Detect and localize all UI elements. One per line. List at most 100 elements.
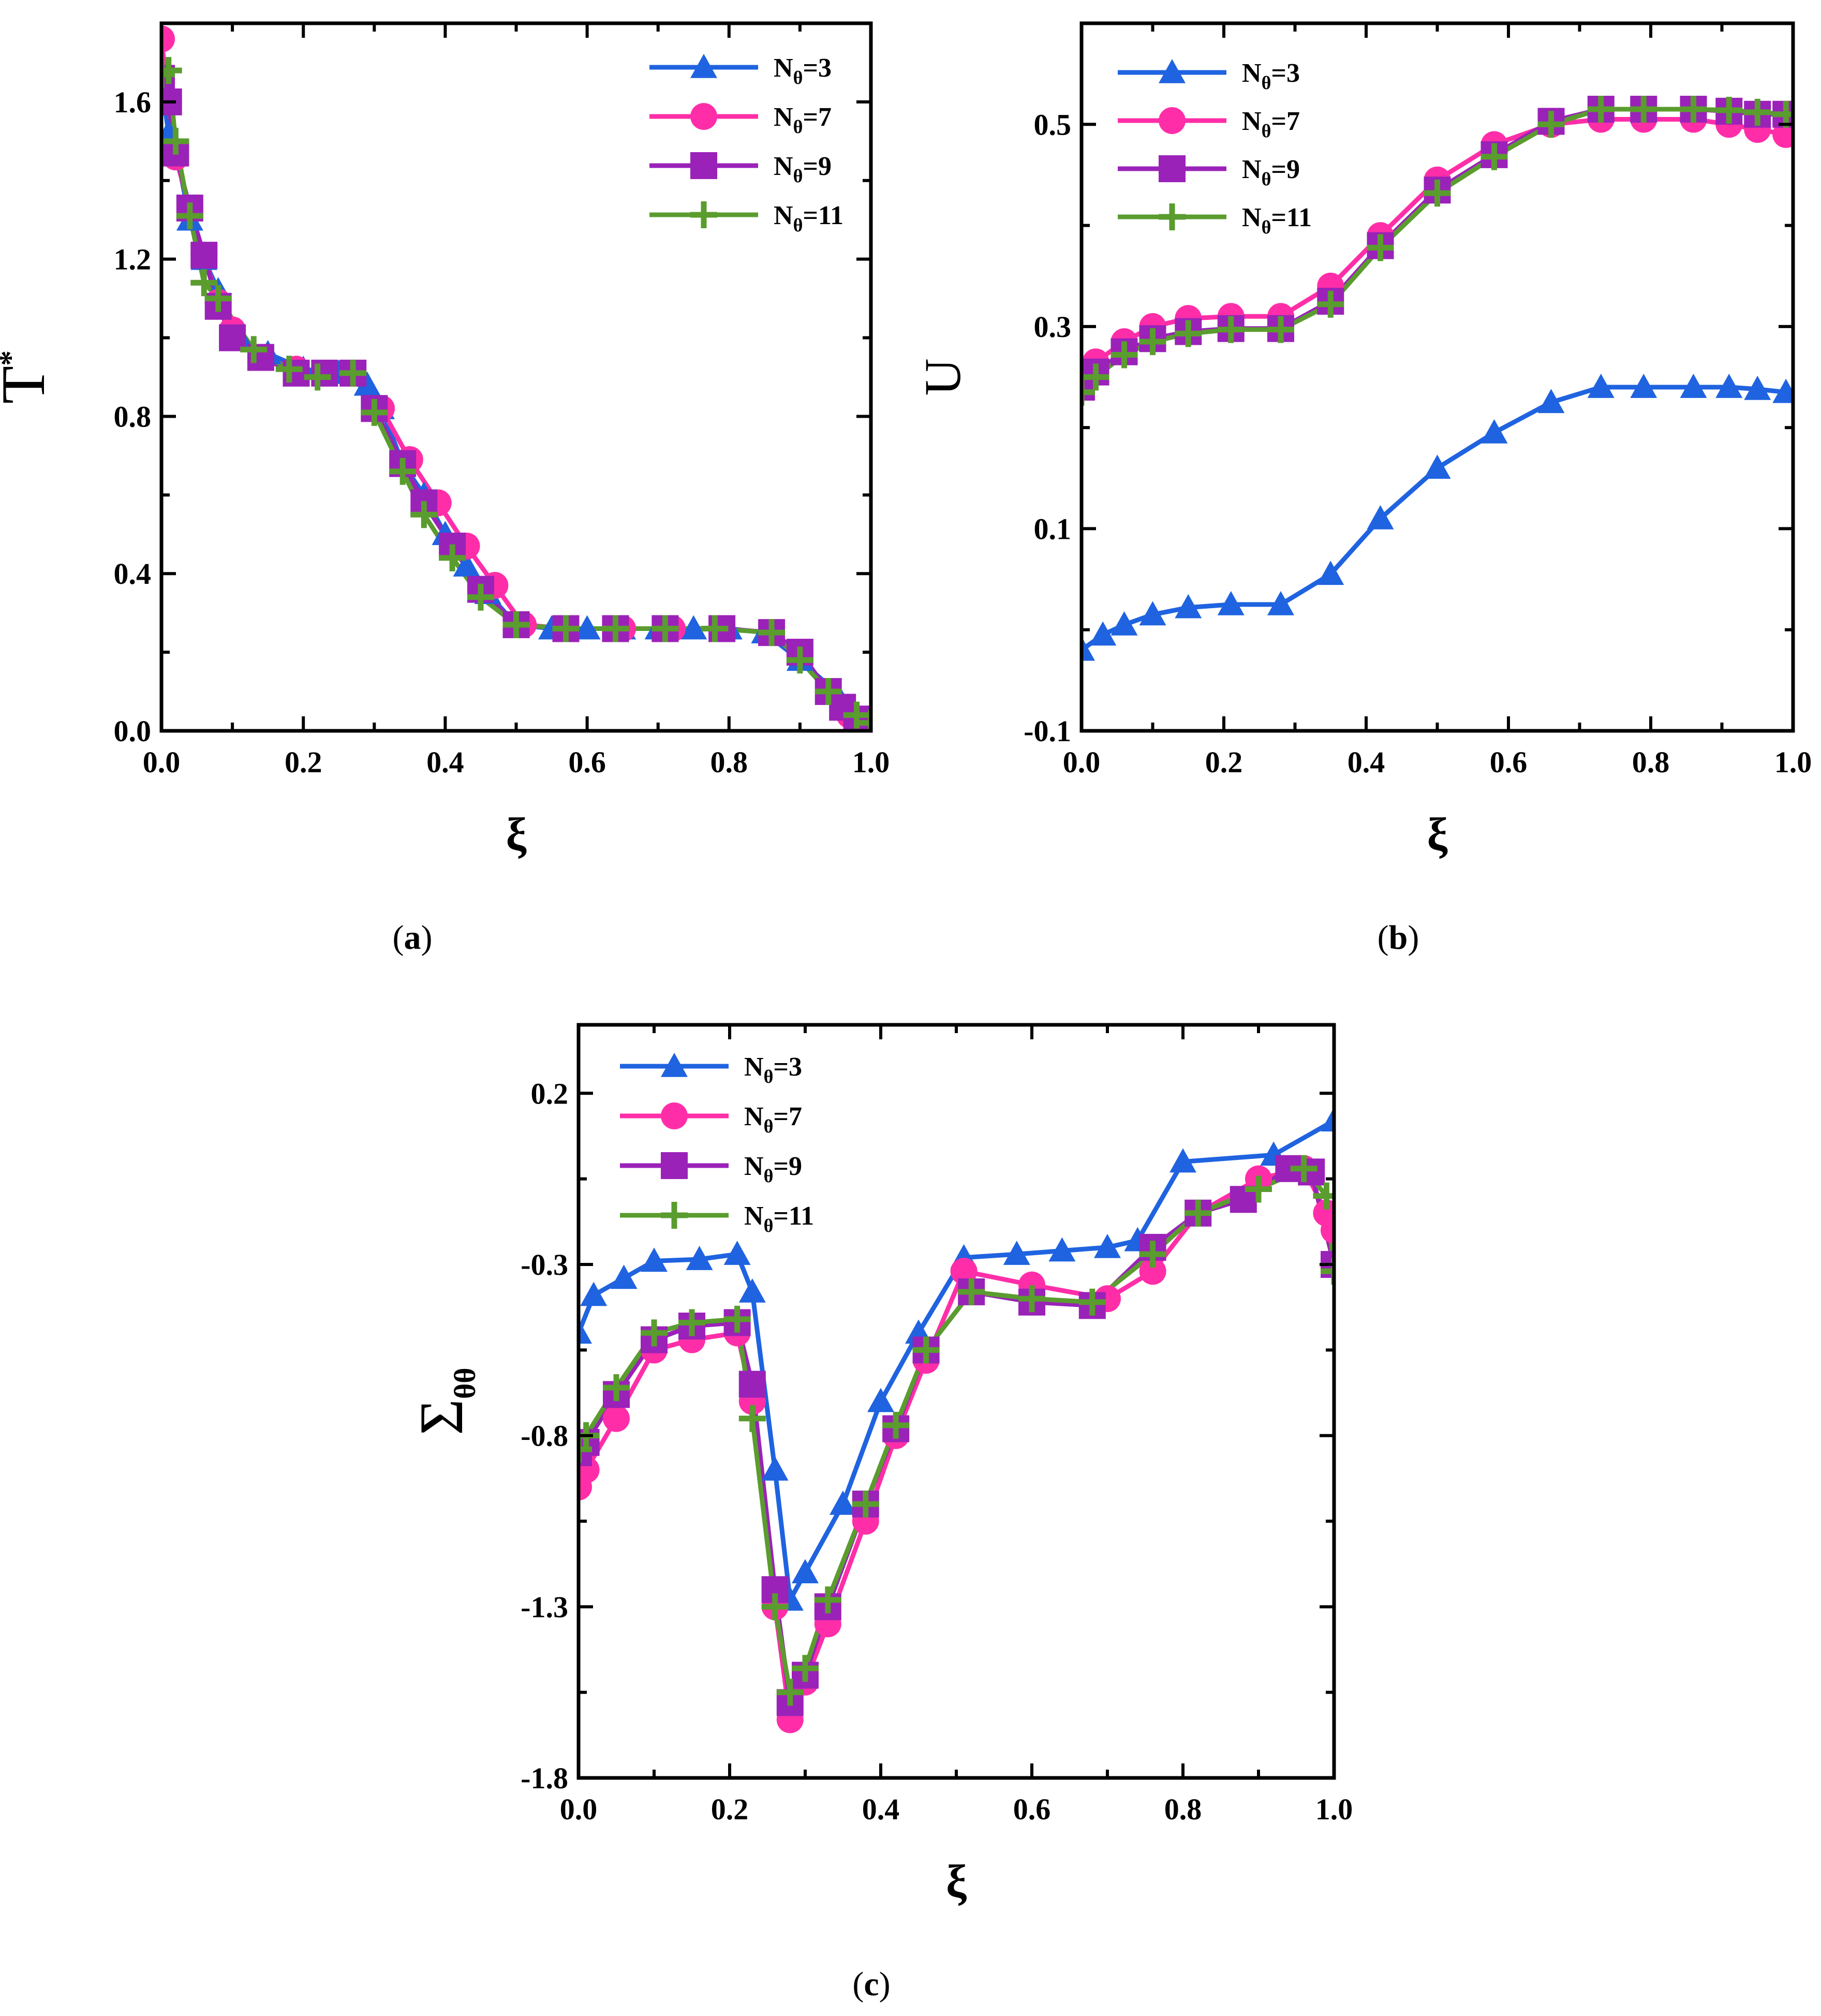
point-n3-6 [738, 1278, 766, 1303]
point-n3-9 [1424, 454, 1451, 479]
point-n3-14 [1003, 1241, 1030, 1265]
point-n11-9 [339, 359, 367, 387]
legend: Nθ=3 Nθ=7 Nθ=9 Nθ=11 [620, 1052, 814, 1236]
x-tick-label: 1.0 [852, 745, 890, 779]
y-tick-label: -0.3 [521, 1248, 568, 1282]
plot-area [579, 1107, 1334, 1733]
x-tick-label: 1.0 [1315, 1792, 1353, 1826]
point-n3-16 [1094, 1233, 1121, 1258]
x-tick-label: 0.0 [143, 745, 181, 779]
point-n9-6 [738, 1371, 766, 1398]
point-n11-5 [1217, 316, 1245, 343]
y-tick-label: -0.8 [521, 1419, 568, 1453]
point-n11-11 [1537, 111, 1565, 138]
point-n11-16 [1078, 1288, 1106, 1316]
point-n3-15 [1048, 1237, 1076, 1262]
point-n11-16 [1744, 98, 1771, 126]
point-n11-14 [958, 1278, 985, 1305]
point-n11-7 [275, 356, 303, 383]
legend-label-n3: Nθ=3 [774, 53, 832, 88]
point-n3-0 [579, 1319, 592, 1344]
point-n11-2 [1111, 341, 1138, 369]
legend-label-n3: Nθ=3 [1242, 58, 1300, 93]
point-n11-12 [410, 501, 438, 528]
x-tick-label: 0.6 [568, 745, 606, 779]
point-n9-4 [190, 242, 218, 269]
point-n3-9 [792, 1559, 819, 1583]
x-axis-label: ξ [946, 1856, 967, 1907]
point-n3-10 [830, 1490, 856, 1515]
point-n11-8 [304, 363, 331, 391]
x-tick-label: 0.8 [1164, 1792, 1202, 1826]
point-n11-4 [678, 1309, 705, 1336]
point-n11-4 [190, 269, 218, 297]
point-n11-23 [843, 701, 870, 729]
point-n3-13 [1630, 374, 1657, 398]
legend-label-n9: Nθ=9 [1242, 155, 1300, 189]
point-n3-18 [1169, 1148, 1196, 1173]
point-n11-5 [723, 1305, 751, 1333]
point-n11-20 [758, 619, 786, 646]
point-n11-10 [814, 1586, 841, 1614]
x-tick-label: 1.0 [1774, 745, 1812, 779]
y-tick-label: 1.6 [114, 85, 152, 119]
legend-label-n9: Nθ=9 [744, 1152, 802, 1186]
point-n3-1 [1089, 621, 1117, 646]
x-tick-label: 0.6 [1490, 745, 1528, 779]
legend: Nθ=3 Nθ=7 Nθ=9 Nθ=11 [1118, 58, 1312, 238]
legend-marker-n3 [661, 1053, 688, 1077]
point-n11-6 [240, 336, 268, 363]
point-n11-1 [1082, 363, 1109, 391]
point-n11-18 [1185, 1199, 1212, 1227]
panel-label: (c) [852, 1965, 890, 2003]
point-n3-6 [1267, 591, 1294, 615]
legend-label-n7: Nθ=7 [744, 1102, 802, 1137]
point-n3-10 [1481, 419, 1508, 444]
point-n11-2 [603, 1374, 630, 1402]
x-tick-label: 0.2 [711, 1792, 749, 1826]
point-n11-5 [204, 285, 232, 312]
point-n3-11 [867, 1388, 894, 1412]
y-axis-label-sup: * [0, 350, 27, 366]
point-n11-8 [1367, 234, 1394, 261]
point-n3-16 [1744, 375, 1771, 400]
legend-marker-n7 [661, 1102, 688, 1129]
point-n3-0 [1082, 636, 1095, 661]
point-n3-2 [610, 1264, 638, 1289]
legend-marker-n3 [1159, 59, 1186, 83]
point-n11-0 [579, 1436, 592, 1463]
point-n11-10 [361, 399, 388, 426]
point-n7-17 [1139, 1258, 1166, 1285]
y-tick-label: 0.2 [531, 1077, 569, 1110]
legend-label-n11: Nθ=11 [744, 1201, 814, 1236]
legend-label-n7: Nθ=7 [774, 102, 832, 137]
point-n11-21 [786, 646, 813, 674]
panel-label: (a) [393, 919, 433, 957]
point-n11-7 [1317, 290, 1344, 318]
y-tick-label: 0.4 [114, 557, 152, 591]
y-axis-label: T* [0, 350, 57, 404]
point-n3-17 [1772, 378, 1793, 403]
point-n3-11 [1537, 389, 1565, 414]
point-n11-18 [652, 615, 679, 642]
point-n11-13 [439, 544, 466, 571]
point-n3-3 [641, 1247, 668, 1272]
x-tick-label: 0.8 [710, 745, 748, 779]
point-n3-3 [1139, 601, 1166, 626]
point-n11-3 [641, 1319, 668, 1347]
legend-marker-n7 [690, 103, 717, 130]
legend-marker-n7 [1159, 107, 1186, 134]
legend-marker-n11 [661, 1202, 688, 1229]
point-n3-7 [1317, 561, 1344, 585]
point-n11-21 [1313, 1182, 1334, 1210]
point-n11-11 [852, 1490, 879, 1518]
point-n11-11 [389, 458, 417, 485]
point-n3-23 [680, 615, 707, 640]
point-n11-22 [1321, 1258, 1334, 1285]
panel-c: 0.0 0.2 0.4 0.6 0.8 1.0 -1.8 -1.3 -0.8 -0.3 0.2 ξ Σθ… [407, 1023, 1353, 2003]
point-n3-15 [1715, 374, 1743, 398]
x-tick-label: 0.0 [1063, 745, 1101, 779]
point-n3-12 [1587, 374, 1615, 398]
point-n11-3 [1139, 328, 1166, 356]
